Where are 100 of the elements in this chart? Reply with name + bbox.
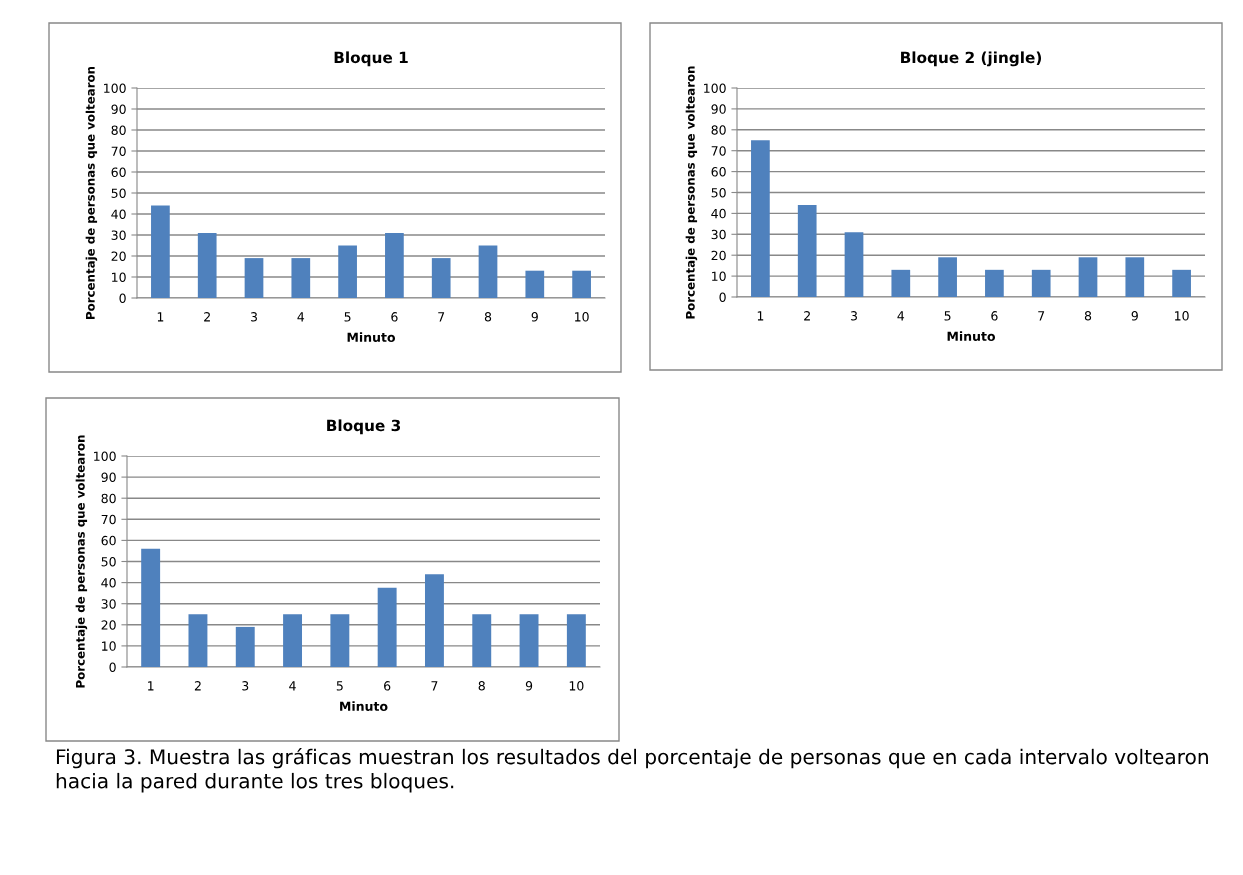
- y-tick-label: 20: [101, 620, 116, 630]
- y-tick-label: 40: [101, 578, 116, 588]
- y-tick-label: 80: [711, 125, 726, 135]
- bar: [197, 232, 217, 298]
- y-tick-label: 50: [711, 187, 726, 198]
- x-tick-label: 10: [575, 312, 589, 322]
- x-tick-label: 5: [344, 312, 351, 322]
- x-tick-label: 10: [569, 681, 584, 691]
- x-tick-label: 7: [438, 312, 445, 322]
- bar: [525, 270, 545, 298]
- y-tick-label: 50: [111, 188, 126, 198]
- bar: [188, 614, 208, 667]
- bar: [1172, 269, 1191, 297]
- bar: [478, 245, 498, 298]
- x-tick-label: 1: [157, 312, 164, 322]
- x-tick-label: 10: [1175, 311, 1189, 321]
- bar: [244, 258, 264, 298]
- y-tick-label: 80: [111, 125, 126, 135]
- x-tick-label: 2: [194, 681, 201, 691]
- x-tick-label: 4: [897, 311, 905, 321]
- bar: [431, 258, 451, 298]
- x-tick-label: 8: [478, 681, 485, 691]
- bar: [377, 587, 397, 667]
- y-tick-label: 70: [711, 146, 726, 156]
- bar: [283, 614, 303, 667]
- bar: [472, 614, 492, 667]
- bar: [985, 269, 1004, 297]
- text: Figura 3. Muestra las gráficas muestran los resultados del porcentaje de personas que en cada intervalo voltearon hacia la pared durante los tres bloques.: [56, 748, 1208, 793]
- y-tick-label: 60: [711, 167, 726, 177]
- x-tick-label: 9: [531, 312, 538, 322]
- bar: [797, 205, 817, 297]
- y-tick-label: 70: [101, 514, 116, 525]
- y-tick-label: 10: [712, 271, 726, 282]
- y-axis-title: Porcentaje de personas que voltearon: [85, 66, 98, 319]
- x-axis-title: Minuto: [347, 332, 396, 342]
- y-tick-label: 80: [101, 493, 116, 504]
- y-tick-label: 40: [111, 209, 126, 219]
- x-tick-label: 4: [297, 312, 305, 322]
- x-tick-label: 6: [991, 311, 998, 321]
- x-tick-label: 9: [525, 681, 533, 691]
- bar: [291, 258, 311, 298]
- bar: [151, 205, 170, 298]
- bar: [572, 270, 591, 298]
- x-tick-label: 7: [1038, 311, 1045, 321]
- y-tick-label: 10: [102, 641, 116, 651]
- x-tick-label: 1: [148, 681, 154, 691]
- bar: [330, 614, 350, 667]
- y-tick-label: 100: [704, 83, 726, 93]
- chart-title: Bloque 2 (jingle): [901, 51, 1042, 67]
- x-tick-label: 2: [804, 311, 810, 321]
- y-tick-label: 10: [112, 272, 126, 282]
- bar: [844, 232, 864, 297]
- chart-title: Bloque 3: [327, 419, 401, 435]
- x-tick-label: 4: [289, 681, 296, 691]
- y-tick-label: 60: [101, 535, 116, 546]
- x-tick-label: 7: [431, 681, 438, 691]
- y-tick-label: 90: [101, 472, 116, 483]
- y-tick-label: 90: [111, 104, 126, 114]
- bar: [385, 232, 404, 298]
- y-tick-label: 0: [119, 293, 126, 303]
- bar: [519, 614, 539, 667]
- x-tick-label: 5: [944, 311, 951, 321]
- y-tick-label: 0: [719, 292, 726, 302]
- bar: [141, 548, 161, 667]
- y-tick-label: 90: [711, 104, 726, 114]
- y-tick-label: 70: [111, 146, 126, 156]
- bar: [891, 269, 911, 297]
- chart-title: Bloque 1: [334, 51, 408, 67]
- bar: [424, 574, 444, 667]
- bar: [1031, 269, 1051, 297]
- y-tick-label: 100: [104, 83, 126, 93]
- y-tick-label: 50: [101, 556, 116, 567]
- x-tick-label: 9: [1131, 311, 1138, 321]
- x-tick-label: 6: [384, 681, 391, 691]
- y-tick-label: 20: [711, 250, 726, 261]
- y-tick-label: 0: [109, 662, 116, 672]
- x-tick-label: 5: [336, 681, 343, 691]
- x-tick-label: 3: [850, 311, 857, 321]
- y-tick-label: 40: [711, 208, 726, 219]
- bar: [235, 626, 255, 667]
- bar: [751, 140, 770, 297]
- x-tick-label: 2: [204, 312, 210, 322]
- x-tick-label: 8: [1084, 311, 1092, 321]
- bar: [938, 257, 957, 297]
- y-tick-label: 30: [711, 229, 726, 240]
- bar: [566, 614, 586, 667]
- bar: [1125, 257, 1145, 297]
- bar: [1078, 257, 1098, 297]
- x-tick-label: 3: [250, 312, 257, 322]
- x-tick-label: 8: [484, 312, 492, 322]
- y-tick-label: 100: [94, 451, 116, 461]
- x-tick-label: 1: [757, 311, 764, 321]
- y-tick-label: 30: [101, 599, 116, 609]
- x-tick-label: 6: [391, 312, 398, 322]
- y-tick-label: 30: [111, 230, 126, 240]
- x-axis-title: Minuto: [340, 701, 388, 711]
- y-axis-title: Porcentaje de personas que voltearon: [685, 66, 698, 319]
- y-axis-title: Porcentaje de personas que voltearon: [75, 435, 88, 688]
- y-tick-label: 60: [111, 167, 126, 177]
- y-tick-label: 20: [111, 251, 126, 261]
